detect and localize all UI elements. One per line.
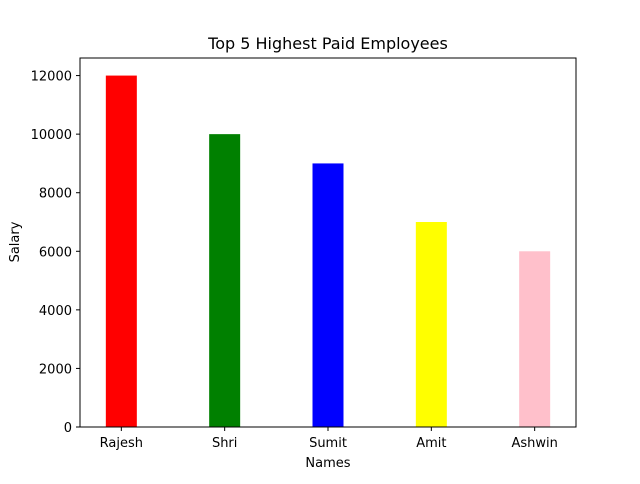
y-tick-label: 2000: [39, 362, 72, 377]
bar-sumit: [312, 163, 344, 427]
x-tick-label-amit: Amit: [416, 436, 446, 451]
bar-ashwin: [519, 251, 551, 427]
x-axis-label: Names: [305, 456, 350, 471]
bar-rajesh: [105, 75, 137, 428]
y-tick-label: 0: [64, 421, 72, 436]
y-tick-label: 12000: [31, 70, 72, 85]
y-tick-label: 8000: [39, 187, 72, 202]
x-tick-label-sumit: Sumit: [309, 436, 347, 451]
y-axis-ticks: 0 2000 4000 6000 8000 10000 12000: [31, 70, 80, 436]
x-tick-label-shri: Shri: [212, 436, 237, 451]
bar-shri: [209, 134, 241, 427]
y-tick-label: 10000: [31, 128, 72, 143]
y-axis-label: Salary: [8, 221, 23, 262]
plot-area-frame: [79, 57, 577, 428]
x-axis-ticks: Rajesh Shri Sumit Amit Ashwin: [100, 427, 558, 451]
bars-layer: [105, 75, 551, 428]
chart-title: Top 5 Highest Paid Employees: [207, 34, 448, 53]
x-tick-label-ashwin: Ashwin: [511, 436, 557, 451]
bar-amit: [415, 222, 447, 427]
x-tick-label-rajesh: Rajesh: [100, 436, 143, 451]
y-tick-label: 4000: [39, 304, 72, 319]
y-tick-label: 6000: [39, 245, 72, 260]
